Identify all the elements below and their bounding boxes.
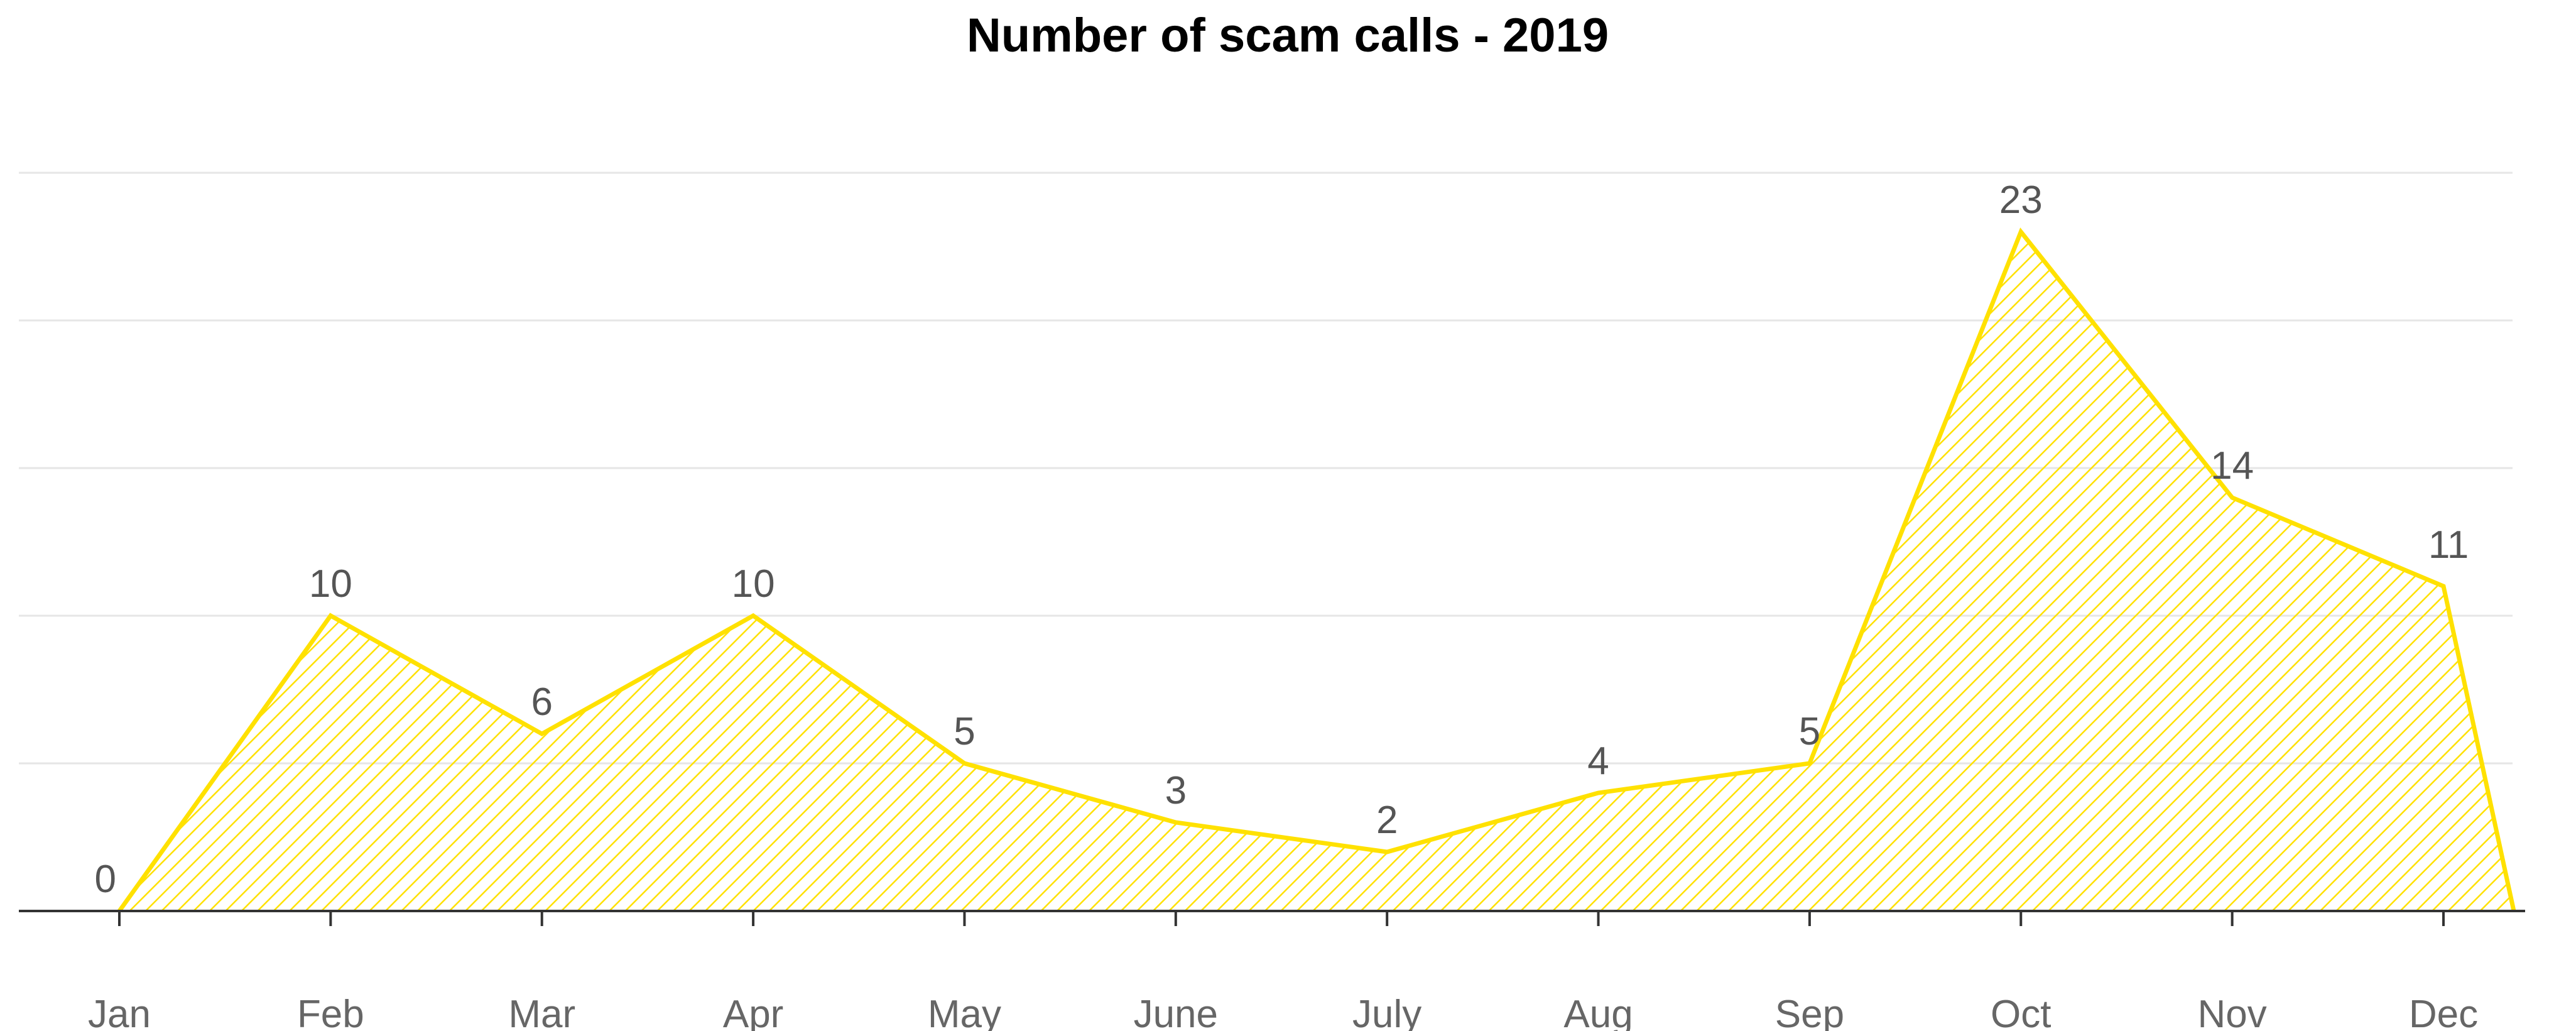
x-tick-label: Apr	[723, 993, 783, 1031]
data-label: 2	[1376, 799, 1398, 842]
data-label: 4	[1587, 739, 1609, 783]
x-tick-label: Aug	[1563, 993, 1633, 1031]
x-tick-label: Oct	[1991, 993, 2051, 1031]
data-label: 10	[309, 562, 352, 606]
chart-title: Number of scam calls - 2019	[967, 9, 1609, 62]
x-tick-label: Mar	[508, 993, 575, 1031]
x-tick-label: Jan	[88, 993, 151, 1031]
x-tick-label: Nov	[2198, 993, 2267, 1031]
data-label: 5	[1799, 710, 1820, 753]
x-tick-label: Feb	[297, 993, 364, 1031]
data-label: 10	[732, 562, 775, 606]
data-label: 14	[2210, 444, 2254, 488]
x-tick-label: Dec	[2409, 993, 2478, 1031]
data-label: 6	[531, 680, 552, 724]
x-tick-label: May	[928, 993, 1001, 1031]
data-label: 5	[954, 710, 975, 753]
series-line	[117, 227, 2516, 913]
data-label: 23	[1999, 178, 2043, 222]
data-label: 3	[1165, 769, 1187, 812]
x-tick-label: Sep	[1775, 993, 1844, 1031]
x-axis: Jan Feb Mar Apr May June July Aug Sep Oct Nov Dec	[19, 910, 2525, 1031]
data-labels: 0 10 6 10 5 3 2 4 5 23 14 11	[95, 178, 2469, 901]
x-tick-label: July	[1352, 993, 1421, 1031]
x-tick-label: June	[1134, 993, 1218, 1031]
area-series	[117, 227, 2516, 913]
area-fill	[119, 232, 2514, 911]
data-label: 11	[2428, 523, 2469, 567]
data-label: 0	[95, 858, 116, 901]
